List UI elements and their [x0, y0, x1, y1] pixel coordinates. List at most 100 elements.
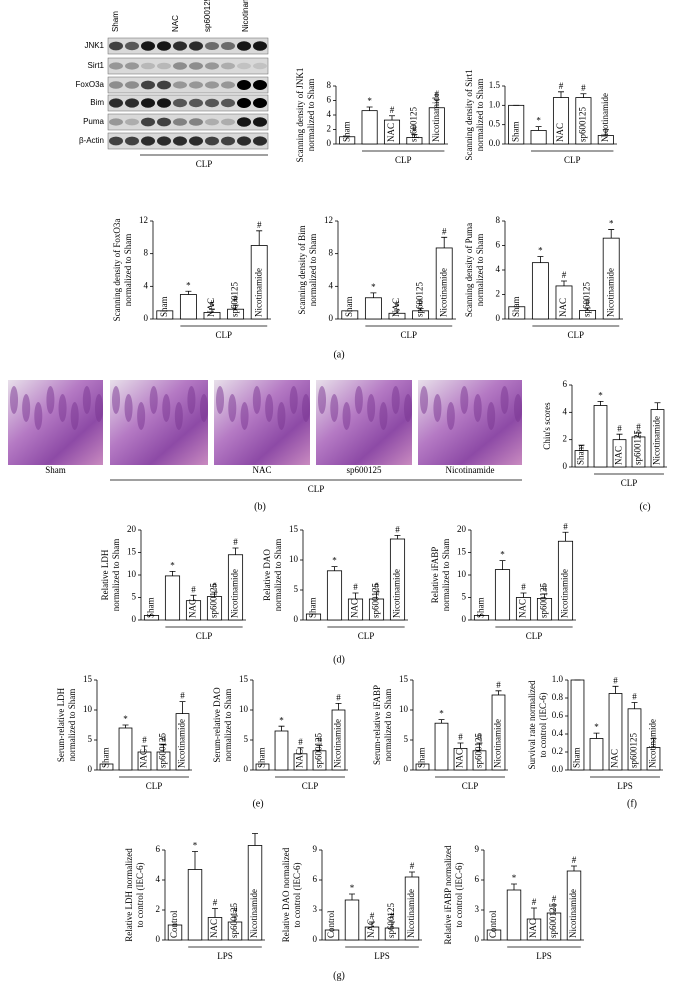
category-label: NAC [139, 749, 149, 768]
y-axis-label: Relative iFABP normalized [443, 845, 453, 944]
y-tick-label: 5 [294, 584, 299, 594]
y-tick-label: 0 [329, 313, 334, 323]
error-bar [551, 904, 557, 913]
category-label: sp600125 [229, 902, 239, 938]
blot-band [253, 41, 267, 51]
blot-band [109, 98, 123, 108]
y-tick-label: 6 [563, 379, 568, 389]
blot-band [125, 98, 139, 108]
blot-band [109, 136, 123, 146]
category-label: Control [326, 910, 336, 938]
error-bar [562, 531, 569, 542]
significance-mark: # [233, 294, 238, 304]
villus [354, 386, 363, 414]
y-axis-label: normalized to Sham [306, 79, 316, 151]
villus [162, 394, 171, 422]
category-label: Nicotinamide [568, 889, 578, 938]
y-tick-label: 2 [156, 904, 161, 914]
error-bar [352, 592, 359, 599]
y-tick-label: 5 [404, 734, 409, 744]
y-tick-label: 0.8 [552, 692, 564, 702]
category-label: Control [488, 910, 498, 938]
y-tick-label: 0 [294, 614, 299, 624]
category-label: sp600125 [548, 902, 558, 938]
category-label: NAC [391, 298, 401, 317]
villus [446, 402, 455, 430]
y-tick-label: 8 [496, 215, 501, 225]
y-tick-label: 3 [475, 904, 480, 914]
y-tick-label: 20 [457, 524, 467, 534]
error-bar [558, 91, 564, 98]
category-label: sp600125 [209, 582, 219, 618]
villus [460, 386, 469, 414]
category-label: Sham [572, 747, 582, 768]
category-label: NAC [610, 749, 620, 768]
category-label: Nicotinamide [431, 93, 441, 142]
category-label: Sham [159, 296, 169, 317]
y-axis-label: Scanning density of JNK1 [295, 68, 305, 163]
significance-mark: # [317, 734, 322, 744]
error-bar [373, 591, 380, 599]
y-tick-label: 6 [327, 95, 332, 105]
y-axis-label: normalized to Sham [111, 539, 121, 611]
villus [367, 394, 376, 422]
significance-mark: # [374, 581, 379, 591]
error-bar [389, 115, 395, 121]
significance-mark: # [496, 680, 501, 690]
y-axis-label: Serum-relative LDH [56, 687, 66, 762]
blot-band [205, 62, 219, 70]
y-tick-label: 1.0 [552, 674, 564, 684]
blot-band [157, 41, 171, 51]
y-tick-label: 20 [127, 524, 137, 534]
y-tick-label: 0.2 [552, 746, 563, 756]
category-label: sp600125 [230, 281, 240, 317]
blot-band [109, 62, 123, 70]
villus [487, 402, 496, 430]
y-tick-label: 0.0 [552, 764, 564, 774]
villus [174, 402, 183, 430]
villus [137, 402, 146, 430]
error-bar [316, 745, 323, 751]
villus [216, 386, 224, 414]
category-label: Sham [510, 121, 520, 142]
blot-lane-label: Sham [111, 11, 120, 32]
blot-band [237, 117, 251, 127]
blot-band [173, 62, 187, 70]
blot-band [189, 41, 203, 51]
y-tick-label: 15 [457, 547, 467, 557]
error-bar [409, 871, 415, 877]
category-label: sp600125 [629, 732, 639, 768]
significance-mark: # [298, 737, 303, 747]
group-label: CLP [196, 631, 213, 641]
significance-mark: # [233, 537, 238, 547]
category-label: NAC [555, 123, 565, 142]
y-tick-label: 8 [144, 248, 149, 258]
blot-band [125, 81, 139, 89]
error-bar [650, 738, 657, 748]
error-bar [370, 292, 377, 298]
blot-band [237, 41, 251, 51]
significance-mark: * [186, 280, 191, 290]
y-tick-label: 8 [327, 80, 332, 90]
y-axis-label: normalized to Sham [67, 689, 77, 761]
category-label: sp600125 [386, 902, 396, 938]
category-label: Sham [476, 597, 486, 618]
significance-mark: # [458, 732, 463, 742]
blot-band [237, 62, 251, 70]
blot-band [141, 80, 155, 90]
error-bar [631, 702, 638, 709]
y-tick-label: 15 [83, 674, 93, 684]
y-tick-label: 10 [239, 704, 249, 714]
significance-mark: * [512, 873, 517, 883]
y-axis-label: Serum-relative iFABP [372, 685, 382, 765]
significance-mark: # [233, 905, 238, 915]
blot-band [173, 98, 187, 108]
error-bar [531, 907, 537, 919]
histology-label: NAC [252, 465, 271, 475]
significance-mark: # [210, 298, 215, 308]
villus [330, 394, 339, 422]
villus [187, 386, 196, 414]
blot-band [221, 98, 235, 108]
blot-band [141, 62, 155, 70]
category-label: Nicotinamide [648, 719, 658, 768]
